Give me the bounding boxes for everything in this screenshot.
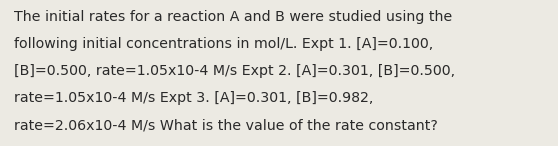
Text: rate=2.06x10-4 M/s What is the value of the rate constant?: rate=2.06x10-4 M/s What is the value of …: [14, 118, 438, 132]
Text: The initial rates for a reaction A and B were studied using the: The initial rates for a reaction A and B…: [14, 10, 452, 24]
Text: rate=1.05x10-4 M/s Expt 3. [A]=0.301, [B]=0.982,: rate=1.05x10-4 M/s Expt 3. [A]=0.301, [B…: [14, 91, 373, 105]
Text: following initial concentrations in mol/L. Expt 1. [A]=0.100,: following initial concentrations in mol/…: [14, 37, 433, 51]
Text: [B]=0.500, rate=1.05x10-4 M/s Expt 2. [A]=0.301, [B]=0.500,: [B]=0.500, rate=1.05x10-4 M/s Expt 2. [A…: [14, 64, 455, 78]
